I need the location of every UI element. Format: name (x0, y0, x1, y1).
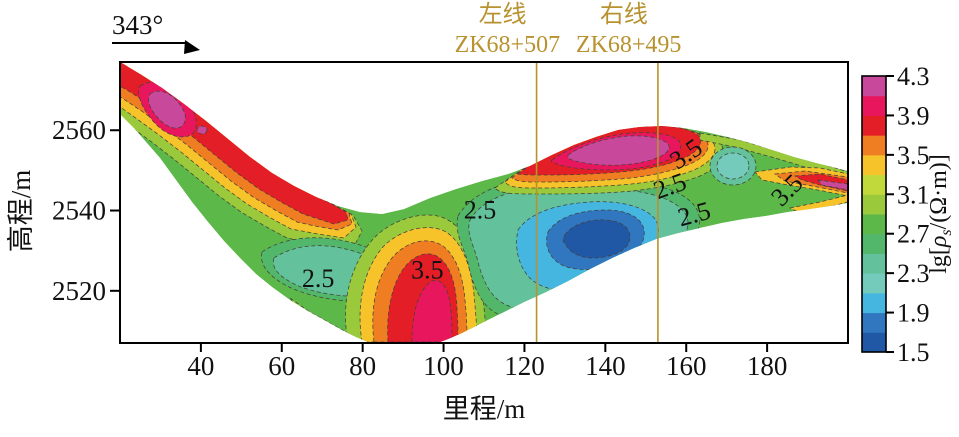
colorbar-band (862, 154, 886, 176)
colorbar-tick-label: 1.5 (897, 338, 930, 367)
contour-hot-core-crimson (411, 280, 453, 342)
x-tick-label: 160 (666, 351, 707, 381)
colorbar-band (862, 332, 886, 353)
survey-line-station: ZK68+495 (576, 32, 682, 58)
colorbar-band (862, 253, 886, 274)
y-tick-label: 2520 (52, 276, 106, 306)
contour-right-wedge-magenta (817, 179, 848, 191)
colorbar-unit-label: lg[ρs/(Ω·m)] (926, 154, 955, 274)
colorbar-band (862, 76, 886, 97)
x-tick-label: 100 (423, 351, 464, 381)
colorbar-tick-label: 2.3 (897, 259, 930, 288)
bearing-label: 343° (112, 10, 163, 40)
plot-border (119, 61, 849, 344)
contour-section: 2.5 3.52.53.52.52.53.5 (120, 62, 848, 342)
contour-left-magenta-blob (148, 90, 186, 129)
colorbar-band (862, 214, 886, 235)
colorbar-tick-label: 2.7 (897, 220, 930, 249)
contour-right-lower-sliver-amber (788, 194, 848, 213)
contour-bottom-fringe-yellowgreen (289, 297, 369, 342)
x-axis-title: 里程/m (443, 394, 526, 424)
x-axis: 40 60 80 100 120 140 160 180 (187, 343, 787, 381)
x-tick-label: 60 (268, 351, 295, 381)
contour-center-darkblue-core (562, 219, 631, 259)
colorbar-band (862, 174, 886, 195)
colorbar-band (862, 273, 886, 294)
colorbar-band (862, 292, 886, 314)
colorbar-band (862, 115, 886, 136)
y-tick-label: 2540 (52, 196, 106, 226)
colorbar-band (862, 135, 886, 156)
colorbar-band (862, 312, 886, 333)
contour-label: 3.5 (411, 256, 444, 285)
colorbar-tick-label: 3.1 (897, 180, 930, 209)
colorbar-tick-label: 4.3 (897, 62, 930, 91)
x-tick-label: 40 (187, 351, 214, 381)
contour-label: 2.5 (464, 196, 497, 225)
bearing-annotation: 343° (112, 10, 200, 54)
colorbar-band (862, 95, 886, 116)
colorbar: 1.5 1.9 2.3 2.7 3.1 3.5 3.9 4.3 lg[ρs/(Ω·m)] (861, 62, 955, 367)
y-axis: 2520 2540 2560 (52, 115, 120, 306)
x-tick-label: 180 (747, 351, 788, 381)
survey-line-name: 左线 (479, 1, 527, 28)
colorbar-tick-label: 1.9 (897, 299, 930, 328)
contour-left-magenta-dot (196, 125, 208, 135)
colorbar-border (861, 75, 887, 353)
colorbar-tick-label: 3.9 (897, 101, 930, 130)
colorbar-band (862, 233, 886, 254)
x-tick-label: 140 (585, 351, 626, 381)
contour-label: 2.5 (302, 264, 335, 293)
x-tick-label: 120 (504, 351, 545, 381)
survey-line-markers: 左线 ZK68+507 右线 ZK68+495 (455, 1, 682, 343)
y-axis-title: 高程/m (6, 170, 36, 253)
contour-right-teal-dot (716, 152, 750, 180)
contour-top-core-magenta (567, 135, 670, 166)
survey-line-station: ZK68+507 (455, 32, 561, 58)
bearing-arrow-icon (112, 42, 197, 50)
y-tick-label: 2560 (52, 115, 106, 145)
colorbar-band (862, 194, 886, 215)
colorbar-tick-label: 3.5 (897, 141, 930, 170)
bearing-arrowhead-icon (184, 40, 200, 54)
survey-line-name: 右线 (600, 1, 648, 28)
x-tick-label: 80 (349, 351, 376, 381)
